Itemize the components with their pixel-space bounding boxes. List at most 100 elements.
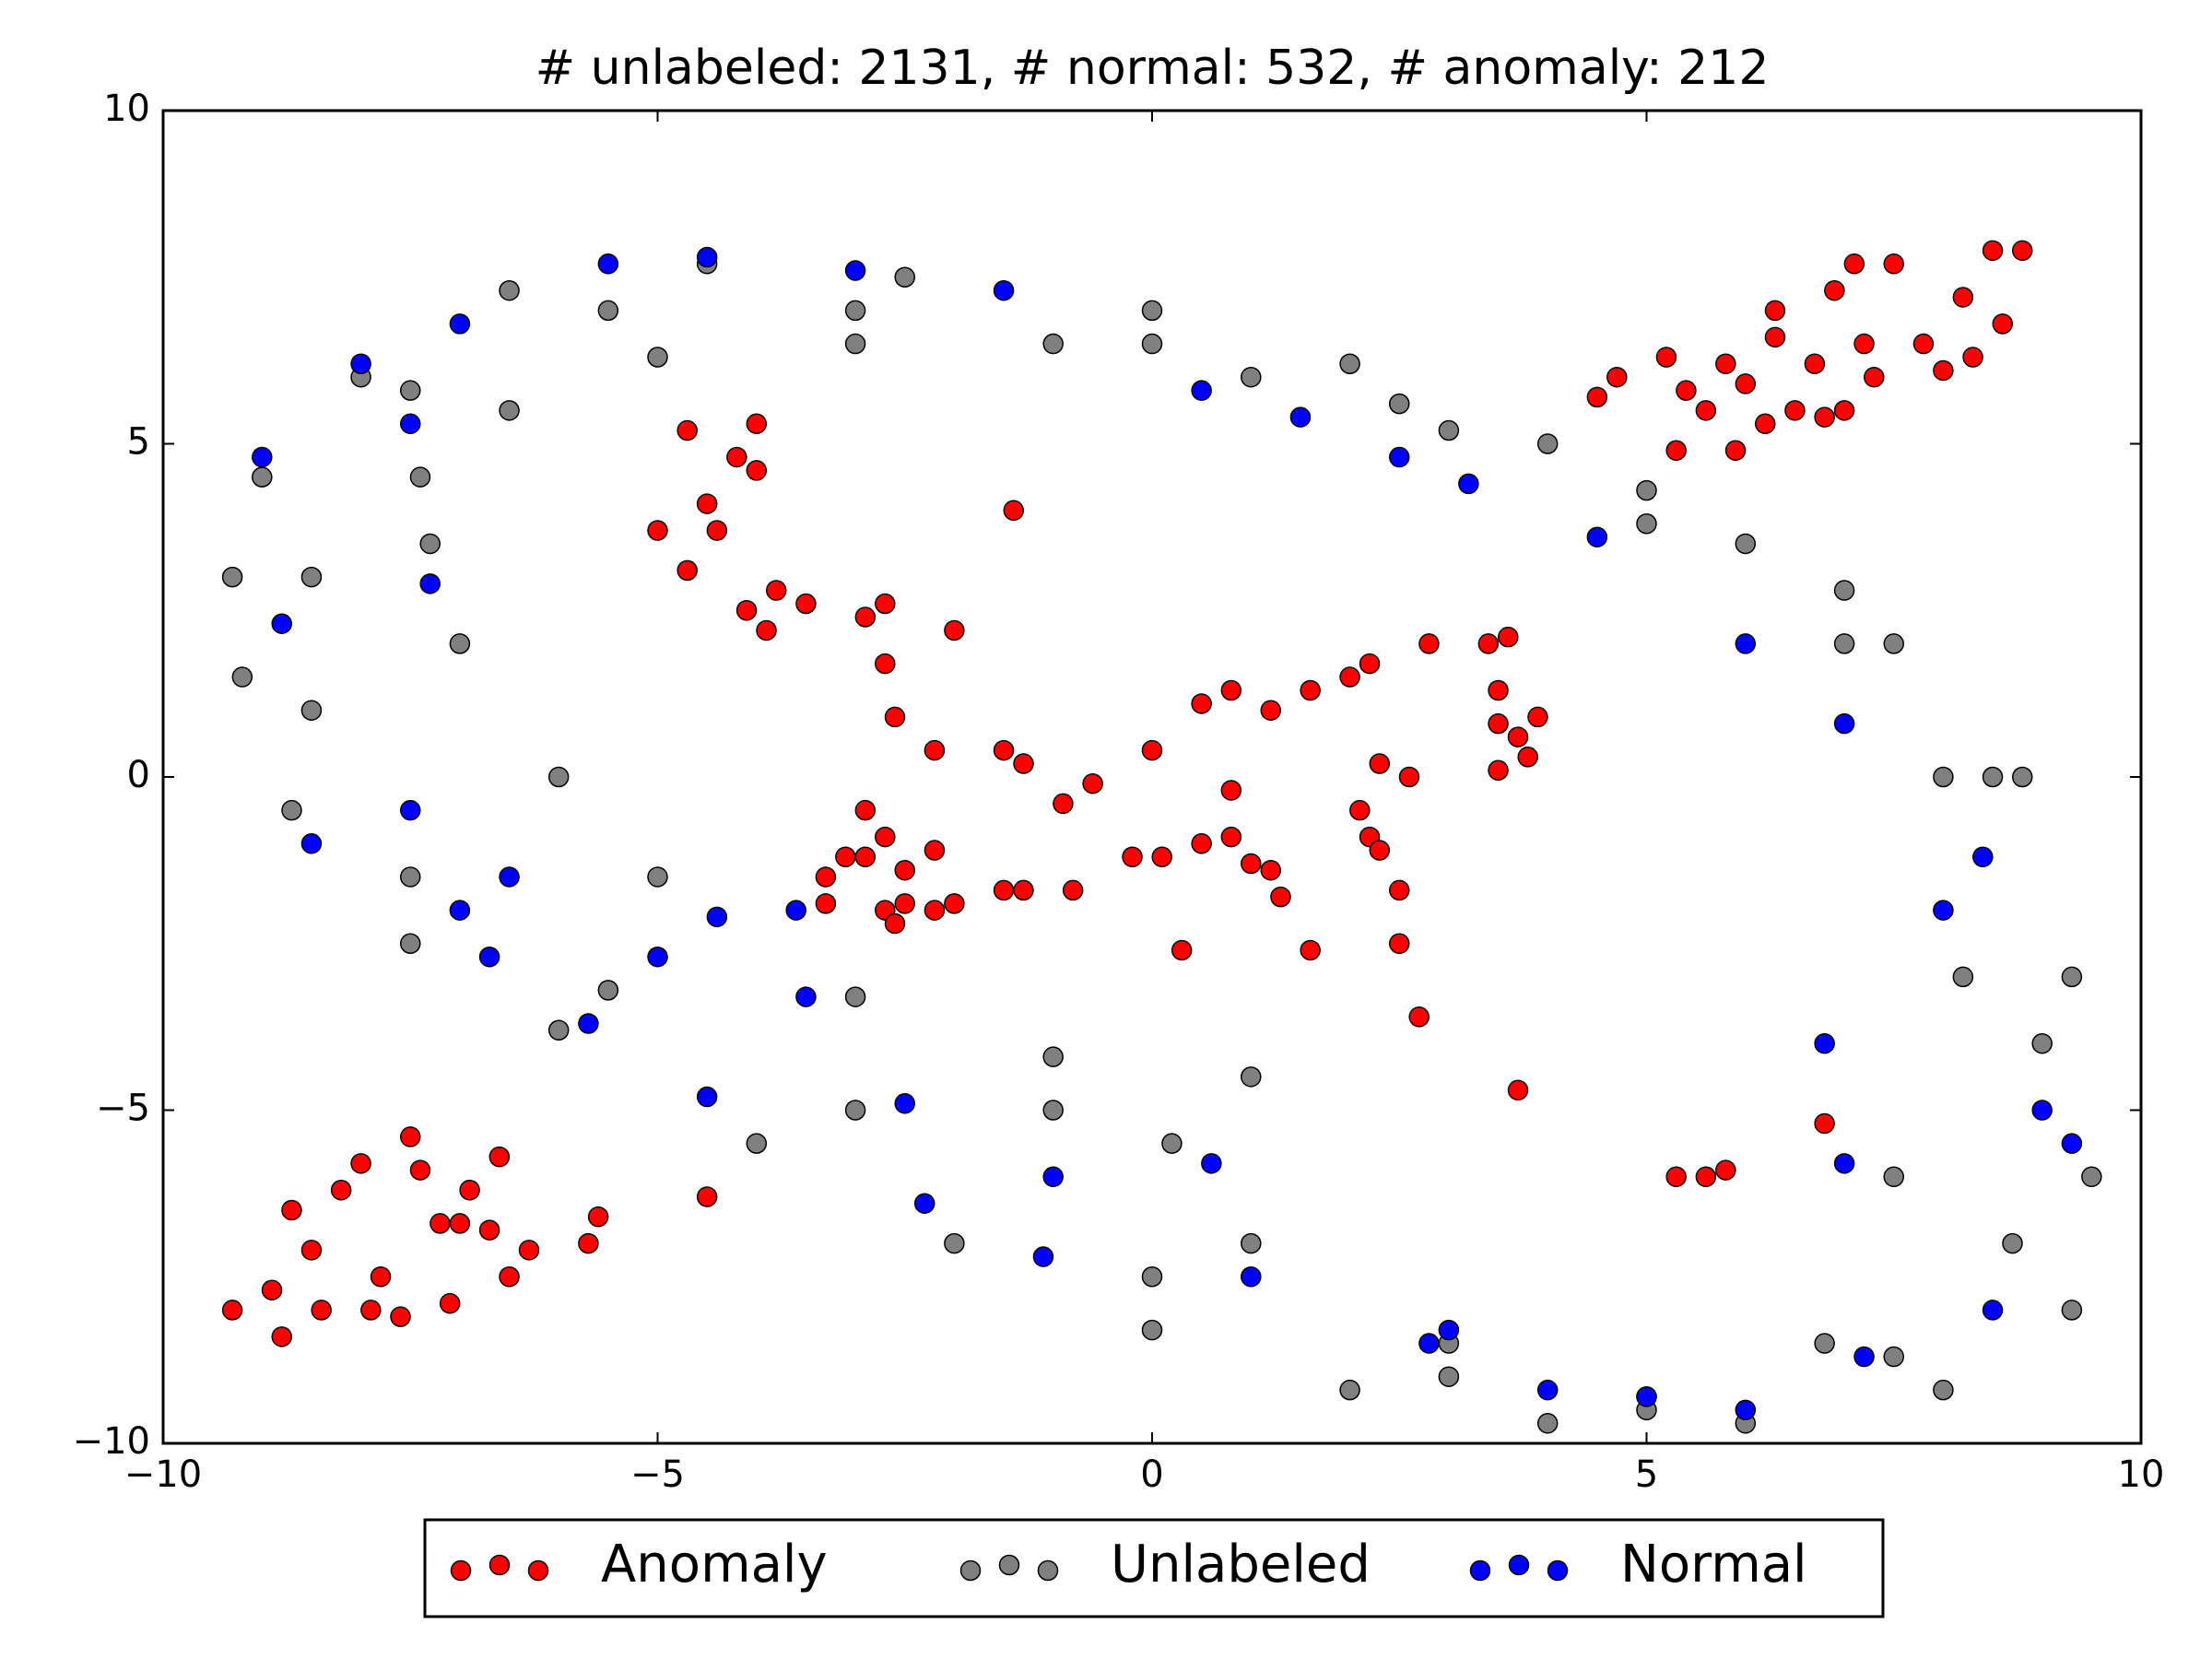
point bbox=[1695, 400, 1717, 421]
point bbox=[488, 1146, 511, 1168]
point bbox=[1408, 1006, 1430, 1028]
point bbox=[1853, 333, 1875, 355]
point bbox=[1833, 400, 1855, 421]
point bbox=[884, 706, 906, 728]
point bbox=[993, 279, 1015, 301]
point bbox=[1220, 679, 1242, 701]
point bbox=[1824, 279, 1845, 301]
point bbox=[2011, 766, 2033, 788]
point bbox=[1912, 333, 1935, 355]
point bbox=[894, 266, 915, 288]
point bbox=[478, 946, 500, 968]
point bbox=[221, 1300, 243, 1321]
point bbox=[330, 1180, 352, 1201]
point bbox=[1982, 766, 2004, 788]
point bbox=[1606, 366, 1628, 388]
x-tick-label: 0 bbox=[1140, 1453, 1163, 1496]
point bbox=[854, 846, 877, 868]
point bbox=[300, 1240, 323, 1261]
point bbox=[647, 520, 668, 541]
legend-marker bbox=[1037, 1559, 1059, 1582]
point bbox=[844, 260, 866, 281]
point bbox=[587, 1206, 609, 1228]
point bbox=[785, 900, 806, 921]
y-tick-label: −10 bbox=[73, 1420, 150, 1463]
point bbox=[677, 559, 698, 582]
point bbox=[1536, 1379, 1559, 1401]
point bbox=[854, 799, 877, 821]
point bbox=[1349, 799, 1371, 821]
point bbox=[1171, 939, 1193, 961]
point bbox=[1764, 300, 1786, 322]
point bbox=[677, 419, 698, 441]
point bbox=[400, 413, 421, 435]
point bbox=[1814, 1112, 1835, 1135]
point bbox=[1933, 900, 1954, 921]
point bbox=[1161, 1133, 1182, 1154]
point bbox=[1853, 1346, 1875, 1368]
point bbox=[390, 1306, 411, 1327]
point bbox=[1883, 1166, 1904, 1188]
x-tick-label: −10 bbox=[124, 1453, 202, 1496]
point bbox=[735, 600, 758, 621]
point bbox=[1289, 406, 1312, 428]
legend-marker bbox=[1547, 1559, 1569, 1582]
point bbox=[696, 493, 718, 514]
point bbox=[499, 866, 520, 888]
point bbox=[449, 900, 471, 921]
point bbox=[1260, 700, 1282, 721]
point bbox=[1636, 1386, 1657, 1407]
point bbox=[1013, 753, 1034, 774]
legend-label: Unlabeled bbox=[1111, 1535, 1371, 1594]
point bbox=[726, 446, 747, 468]
point bbox=[1122, 846, 1143, 868]
point bbox=[1260, 859, 1282, 881]
point bbox=[1665, 440, 1687, 461]
x-tick-label: 5 bbox=[1635, 1453, 1658, 1496]
point bbox=[844, 333, 866, 355]
point bbox=[597, 300, 619, 322]
point bbox=[231, 666, 253, 688]
point bbox=[2061, 1133, 2083, 1154]
point bbox=[1972, 846, 1994, 868]
point bbox=[1952, 287, 1974, 308]
point bbox=[696, 246, 718, 268]
point bbox=[1220, 826, 1242, 848]
point bbox=[449, 633, 471, 654]
point bbox=[1527, 706, 1548, 728]
point bbox=[1062, 879, 1084, 901]
point bbox=[1053, 793, 1074, 815]
point bbox=[1389, 446, 1410, 468]
point bbox=[1191, 380, 1212, 401]
point bbox=[252, 466, 273, 488]
point bbox=[1339, 1379, 1360, 1401]
point bbox=[924, 739, 946, 761]
point bbox=[1933, 359, 1954, 382]
point bbox=[1883, 253, 1904, 275]
point bbox=[1665, 1166, 1687, 1188]
point bbox=[597, 253, 619, 275]
point bbox=[1013, 879, 1034, 901]
point bbox=[894, 893, 915, 914]
point bbox=[1488, 679, 1509, 701]
point bbox=[1042, 1166, 1064, 1188]
point bbox=[1191, 693, 1212, 714]
point bbox=[1141, 1266, 1163, 1288]
point bbox=[647, 347, 668, 368]
point bbox=[1241, 1066, 1262, 1088]
legend-marker bbox=[959, 1559, 982, 1582]
legend-marker bbox=[1469, 1559, 1491, 1582]
point bbox=[1339, 353, 1360, 374]
point bbox=[300, 833, 323, 854]
plot-area bbox=[221, 240, 2102, 1434]
point bbox=[1735, 1399, 1757, 1421]
point bbox=[696, 1186, 718, 1207]
point bbox=[459, 1180, 480, 1201]
point bbox=[300, 700, 323, 721]
point bbox=[360, 1300, 382, 1321]
point bbox=[1982, 1300, 2004, 1321]
point bbox=[281, 799, 302, 821]
point bbox=[1982, 240, 2004, 262]
point bbox=[578, 1232, 599, 1254]
